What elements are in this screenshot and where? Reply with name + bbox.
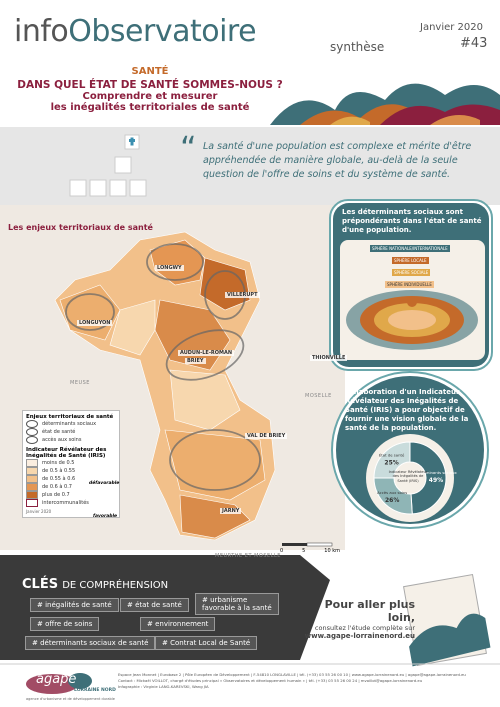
agape-logo [26,673,92,694]
legend-favorable: favorable [93,514,118,519]
key-tag[interactable]: # Contrat Local de Santé [155,636,258,650]
map-title: Les enjeux territoriaux de santé [8,223,153,232]
legend-item: de 0.5 à 0.55 [42,468,76,474]
pie-center-label: Indicateur Révélateur des Inégalités de … [388,470,428,483]
keys-title-bold: CLÉS [22,577,59,592]
key-tag[interactable]: # état de santé [120,598,189,612]
footer-line: Contact : Mickaël VOILLOT, chargé d'étud… [118,678,423,684]
determinants-text: Les déterminants sociaux sont prépondéra… [342,208,482,235]
place-label: THIONVILLE [310,355,348,361]
slice-value-label: 26% [385,497,399,504]
legend-unfavorable: défavorable [89,481,120,486]
header-hills [270,83,500,125]
legend-item: plus de 0.7 [42,492,70,498]
report-thumbnail [403,573,491,667]
headline: DANS QUEL ÉTAT DE SANTÉ SOMMES-NOUS ? [17,79,283,91]
map-legend: Enjeux territoriaux de santé déterminant… [22,410,120,519]
place-label: LONGWY [155,265,184,271]
further-lead: Pour aller plus loin, [324,598,415,624]
key-tag[interactable]: # environnement [140,617,216,631]
legend-item: déterminants sociaux [42,421,97,427]
pie-slice [373,441,411,479]
place-label: JARNY [220,508,242,514]
slice-name: Accès aux soins [377,490,407,495]
slice-value-label: 25% [384,460,398,467]
subtitle-line: Comprendre et mesurer [82,91,218,102]
iris-pie: Déterminants sociaux 49% Accès aux soins 26… [373,441,458,515]
scale-label: 10 km [324,548,340,554]
theme: SANTÉ [131,66,169,77]
scale-label: 5 [302,548,306,554]
footer-info: Espace Jean Monnet | Eurobase 2 | Pôle E… [118,672,496,690]
legend-item: de 0.55 à 0.6 [42,476,76,482]
slice-value-label: 49% [429,477,443,484]
footer-brand-sub: LORRAINE NORD [74,688,116,693]
issue: #43 [460,36,488,51]
health-cubes [69,134,147,197]
further-text: consultez l'étude complète sur [314,624,415,632]
subtitle-line: les inégalités territoriales de santé [50,102,250,113]
series: synthèse [330,40,385,54]
scale-label: 0 [280,548,284,554]
legend-item: intercommunalités [42,500,89,506]
logo: infoObservatoire [14,14,257,49]
place-label: VAL DE BRIEY [245,433,288,439]
legend-item: état de santé [42,429,76,435]
key-tag[interactable]: # urbanisme favorable à la santé [195,593,279,615]
legend-title: Indicateur Révélateur des Inégalités de … [26,447,107,459]
date: Janvier 2020 [420,22,484,33]
pie-slice [409,441,447,515]
sphere-label: SPHÈRE INDIVIDUELLE [385,281,434,288]
map-scale [282,542,333,547]
legend-item: de 0.6 à 0.7 [42,484,72,490]
quote-mark: “ [180,129,197,167]
quote: La santé d'une population est complexe e… [203,141,472,180]
place-label: LONGUYON [77,320,113,326]
footer-line: Infographie : Virginie LANG-KAREVSKI, Wa… [118,684,209,690]
region-label: MEURTHE ET MOSELLE [215,553,281,559]
footer-line: Espace Jean Monnet | Eurobase 2 | Pôle E… [118,672,466,677]
slice-name: Déterminants sociaux [415,470,457,475]
key-tag[interactable]: # inégalités de santé [30,598,119,612]
footer-tagline: agence d'urbanisme et de développement d… [26,697,115,701]
sphere-label: SPHÈRE NATIONALE/INTERNATIONALE [370,245,450,252]
logo-main: Observatoire [68,14,257,49]
sphere-label: SPHÈRE LOCALE [392,257,429,264]
determinants-bubble [329,199,493,371]
further-url[interactable]: www.agape-lorrainenord.eu [304,632,415,640]
logo-prefix: info [14,14,69,49]
place-label: AUDUN-LE-ROMAN [178,350,235,356]
legend-date: Janvier 2020 [26,509,52,514]
key-tag[interactable]: # offre de soins [30,617,100,631]
legend-item: accès aux soins [42,437,82,443]
further-reading: Pour aller plus loin, consultez l'étude … [300,598,415,640]
legend-title: Enjeux territoriaux de santé [26,414,114,420]
place-label: BRIEY [185,358,206,364]
region-label: MOSELLE [305,393,332,399]
place-label: VILLERUPT [225,292,260,298]
key-tag[interactable]: # déterminants sociaux de santé [25,636,156,650]
issue-rings [65,243,261,491]
keys-title: CLÉS DE COMPRÉHENSION [22,577,168,592]
keys-title-rest: DE COMPRÉHENSION [62,580,169,591]
legend-item: moins de 0.5 [42,460,75,466]
slice-name: État de santé [379,453,405,458]
title-block: SANTÉ DANS QUEL ÉTAT DE SANTÉ SOMMES-NOU… [0,66,300,113]
footer-brand: agape [36,672,77,687]
iris-text: L'élaboration d'un Indicateur Révélateur… [345,388,469,433]
scale-labels: 0 5 10 km [280,548,340,554]
sphere-label: SPHÈRE SOCIALE [392,269,431,276]
region-label: MEUSE [70,380,90,386]
